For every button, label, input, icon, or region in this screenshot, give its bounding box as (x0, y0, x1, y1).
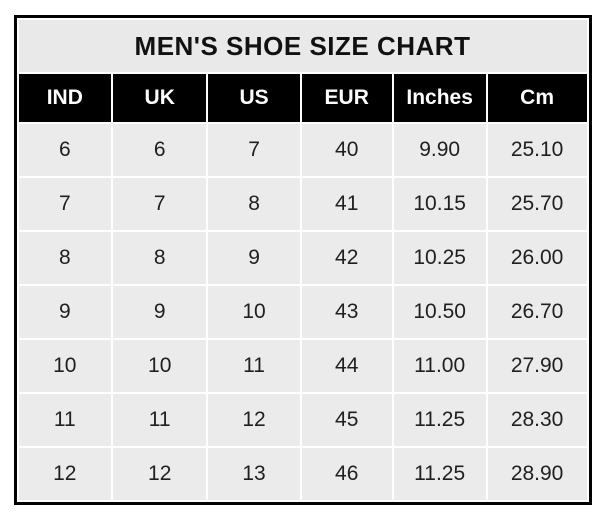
title-row: MEN'S SHOE SIZE CHART (18, 20, 587, 72)
column-header-inches: Inches (393, 74, 486, 122)
table-cell: 8 (208, 178, 300, 230)
table-cell: 28.90 (487, 448, 587, 500)
table-cell: 26.00 (487, 232, 587, 284)
table-cell: 9.90 (393, 124, 486, 176)
table-cell: 12 (18, 448, 112, 500)
table-cell: 46 (301, 448, 392, 500)
column-header-cm: Cm (487, 74, 587, 122)
table-cell: 45 (301, 394, 392, 446)
table-cell: 7 (113, 178, 207, 230)
table-cell: 11.25 (393, 448, 486, 500)
table-cell: 11.25 (393, 394, 486, 446)
table-cell: 10.25 (393, 232, 486, 284)
column-header-eur: EUR (301, 74, 392, 122)
table-cell: 44 (301, 340, 392, 392)
table-cell: 8 (18, 232, 112, 284)
header-row: IND UK US EUR Inches Cm (18, 74, 587, 122)
table-cell: 10 (18, 340, 112, 392)
table-cell: 42 (301, 232, 392, 284)
table-cell: 40 (301, 124, 392, 176)
table-cell: 12 (113, 448, 207, 500)
table-cell: 11 (208, 340, 300, 392)
table-row: 7 7 8 41 10.15 25.70 (18, 178, 587, 230)
table-row: 8 8 9 42 10.25 26.00 (18, 232, 587, 284)
table-cell: 9 (113, 286, 207, 338)
table-cell: 11 (113, 394, 207, 446)
table-cell: 6 (18, 124, 112, 176)
table-cell: 25.70 (487, 178, 587, 230)
table-cell: 10 (208, 286, 300, 338)
table-row: 12 12 13 46 11.25 28.90 (18, 448, 587, 500)
table-cell: 9 (18, 286, 112, 338)
table-row: 10 10 11 44 11.00 27.90 (18, 340, 587, 392)
table-cell: 41 (301, 178, 392, 230)
table-cell: 8 (113, 232, 207, 284)
table-row: 11 11 12 45 11.25 28.30 (18, 394, 587, 446)
table-cell: 43 (301, 286, 392, 338)
column-header-ind: IND (18, 74, 112, 122)
table-cell: 6 (113, 124, 207, 176)
table-cell: 10 (113, 340, 207, 392)
table-cell: 10.50 (393, 286, 486, 338)
table-row: 6 6 7 40 9.90 25.10 (18, 124, 587, 176)
chart-title: MEN'S SHOE SIZE CHART (18, 20, 587, 72)
table-cell: 11 (18, 394, 112, 446)
table-cell: 26.70 (487, 286, 587, 338)
table-cell: 25.10 (487, 124, 587, 176)
table-cell: 10.15 (393, 178, 486, 230)
table-body: 6 6 7 40 9.90 25.10 7 7 8 41 10.15 25.70 8 8 9 42 10.25 2… (18, 124, 587, 500)
table-cell: 7 (208, 124, 300, 176)
table-cell: 7 (18, 178, 112, 230)
column-header-us: US (208, 74, 300, 122)
table-cell: 9 (208, 232, 300, 284)
table-cell: 27.90 (487, 340, 587, 392)
table-cell: 12 (208, 394, 300, 446)
table-cell: 28.30 (487, 394, 587, 446)
table-row: 9 9 10 43 10.50 26.70 (18, 286, 587, 338)
table-cell: 11.00 (393, 340, 486, 392)
table-cell: 13 (208, 448, 300, 500)
column-header-uk: UK (113, 74, 207, 122)
shoe-size-chart-table: MEN'S SHOE SIZE CHART IND UK US EUR Inch… (13, 15, 592, 505)
